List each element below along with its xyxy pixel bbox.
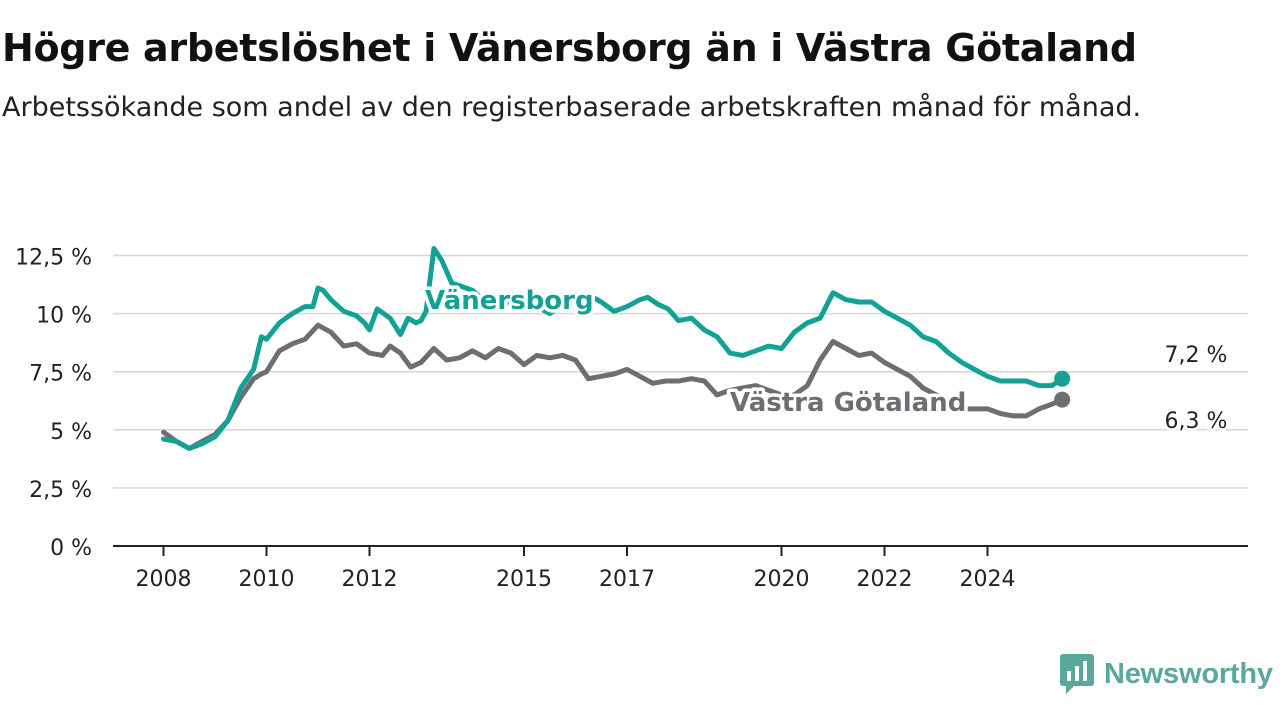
y-tick-label: 0 % bbox=[50, 536, 92, 561]
brand-logo: Newsworthy bbox=[1060, 654, 1273, 694]
newsworthy-logo-icon bbox=[1060, 654, 1094, 694]
y-axis-tick-labels: 0 % 2,5 % 5 % 7,5 % 10 % 12,5 % bbox=[15, 246, 92, 562]
x-tick-label: 2012 bbox=[342, 567, 398, 592]
x-tick-label: 2010 bbox=[239, 567, 295, 592]
x-tick-label: 2008 bbox=[136, 567, 192, 592]
page-subtitle: Arbetssökande som andel av den registerb… bbox=[2, 92, 1142, 123]
end-value-label-vastra-gotaland: 6,3 % bbox=[1165, 409, 1228, 434]
series-line-vanersborg bbox=[161, 246, 1065, 451]
x-tick-label: 2022 bbox=[857, 567, 913, 592]
end-point-vanersborg bbox=[1054, 370, 1071, 387]
x-tick-label: 2017 bbox=[599, 567, 655, 592]
y-tick-label: 12,5 % bbox=[15, 246, 92, 271]
brand-name: Newsworthy bbox=[1104, 657, 1273, 690]
end-point-vastra-gotaland bbox=[1054, 391, 1071, 408]
series-label-vastra-gotaland: Västra Götaland bbox=[730, 388, 966, 418]
series-line-vastra-gotaland bbox=[161, 322, 1065, 451]
series-label-vanersborg: Vänersborg bbox=[425, 286, 594, 316]
grid-lines bbox=[113, 254, 1248, 489]
page-title: Högre arbetslöshet i Vänersborg än i Väs… bbox=[2, 26, 1137, 70]
y-tick-label: 10 % bbox=[36, 304, 92, 329]
y-tick-label: 2,5 % bbox=[29, 478, 92, 503]
x-tick-label: 2020 bbox=[754, 567, 810, 592]
end-value-label-vanersborg: 7,2 % bbox=[1165, 343, 1228, 368]
y-tick-label: 7,5 % bbox=[29, 362, 92, 387]
x-tick-label: 2024 bbox=[960, 567, 1016, 592]
y-tick-label: 5 % bbox=[50, 420, 92, 445]
x-axis-ticks: 2008 2010 2012 2015 2017 2020 2022 2024 bbox=[136, 546, 1016, 592]
series-lines bbox=[161, 246, 1071, 451]
x-tick-label: 2015 bbox=[496, 567, 552, 592]
series-labels: Vänersborg Västra Götaland 7,2 % 6,3 % bbox=[422, 283, 1230, 437]
